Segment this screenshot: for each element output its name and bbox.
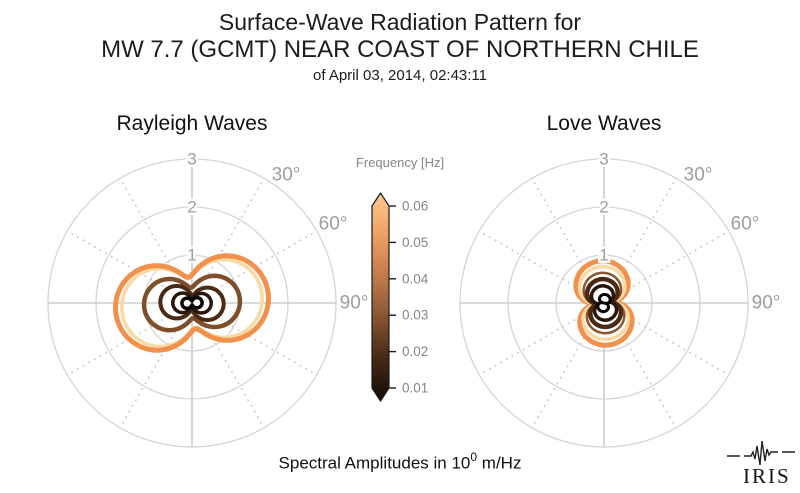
colorbar-title: Frequency [Hz] xyxy=(355,155,445,170)
main-title-line2: MW 7.7 (GCMT) NEAR COAST OF NORTHERN CHI… xyxy=(101,36,699,63)
amplitude-units-prefix: Spectral Amplitudes in 10 xyxy=(278,453,471,473)
love-plot-title: Love Waves xyxy=(546,112,662,135)
colorbar-tick-label: 0.03 xyxy=(402,308,428,323)
amplitude-units-suffix: m/Hz xyxy=(477,453,522,473)
angle-tick-label: 60° xyxy=(731,214,760,235)
radiation-contour-0.01hz xyxy=(596,292,612,314)
main-title-date: of April 03, 2014, 02:43:11 xyxy=(312,67,488,84)
radial-tick-label: 3 xyxy=(187,150,196,169)
iris-logo-text: IRIS xyxy=(743,464,791,488)
angle-tick-label: 30° xyxy=(684,164,713,185)
amplitude-units-label: Spectral Amplitudes in 100 m/Hz xyxy=(0,450,800,474)
radial-tick-label: 2 xyxy=(187,198,196,217)
angle-tick-label: 60° xyxy=(319,214,348,235)
colorbar-tick-label: 0.04 xyxy=(402,271,429,286)
radial-tick-label: 1 xyxy=(599,246,608,265)
main-title-line1: Surface-Wave Radiation Pattern for xyxy=(218,9,582,35)
angle-tick-label: 30° xyxy=(272,164,301,185)
rayleigh-plot-title: Rayleigh Waves xyxy=(116,112,268,135)
love-waves-polar-plot: 1 2 3 30° 60° 90° xyxy=(459,147,781,448)
amplitude-units-exponent: 0 xyxy=(470,450,478,464)
angle-tick-label: 90° xyxy=(752,293,781,314)
rayleigh-waves-polar-plot: 1 2 3 30° 60° 90° xyxy=(47,147,369,448)
angle-tick-label: 90° xyxy=(340,293,369,314)
colorbar-tick-label: 0.06 xyxy=(402,199,428,214)
colorbar-tick-label: 0.05 xyxy=(402,235,428,250)
radiation-contour-0.04hz xyxy=(141,273,243,333)
colorbar-tick-label: 0.02 xyxy=(402,344,428,359)
radial-tick-label: 2 xyxy=(599,198,608,217)
colorbar-tick-label: 0.01 xyxy=(402,381,428,396)
colorbar-gradient-bar xyxy=(371,192,390,402)
seismogram-icon xyxy=(727,440,795,466)
radiation-contour-0.05hz xyxy=(113,253,271,353)
radiation-contour-0.01hz xyxy=(180,295,204,311)
radial-tick-label: 1 xyxy=(187,246,196,265)
frequency-colorbar: 0.06 0.05 0.04 0.03 0.02 0.01 xyxy=(371,192,429,402)
radial-tick-label: 3 xyxy=(599,150,608,169)
